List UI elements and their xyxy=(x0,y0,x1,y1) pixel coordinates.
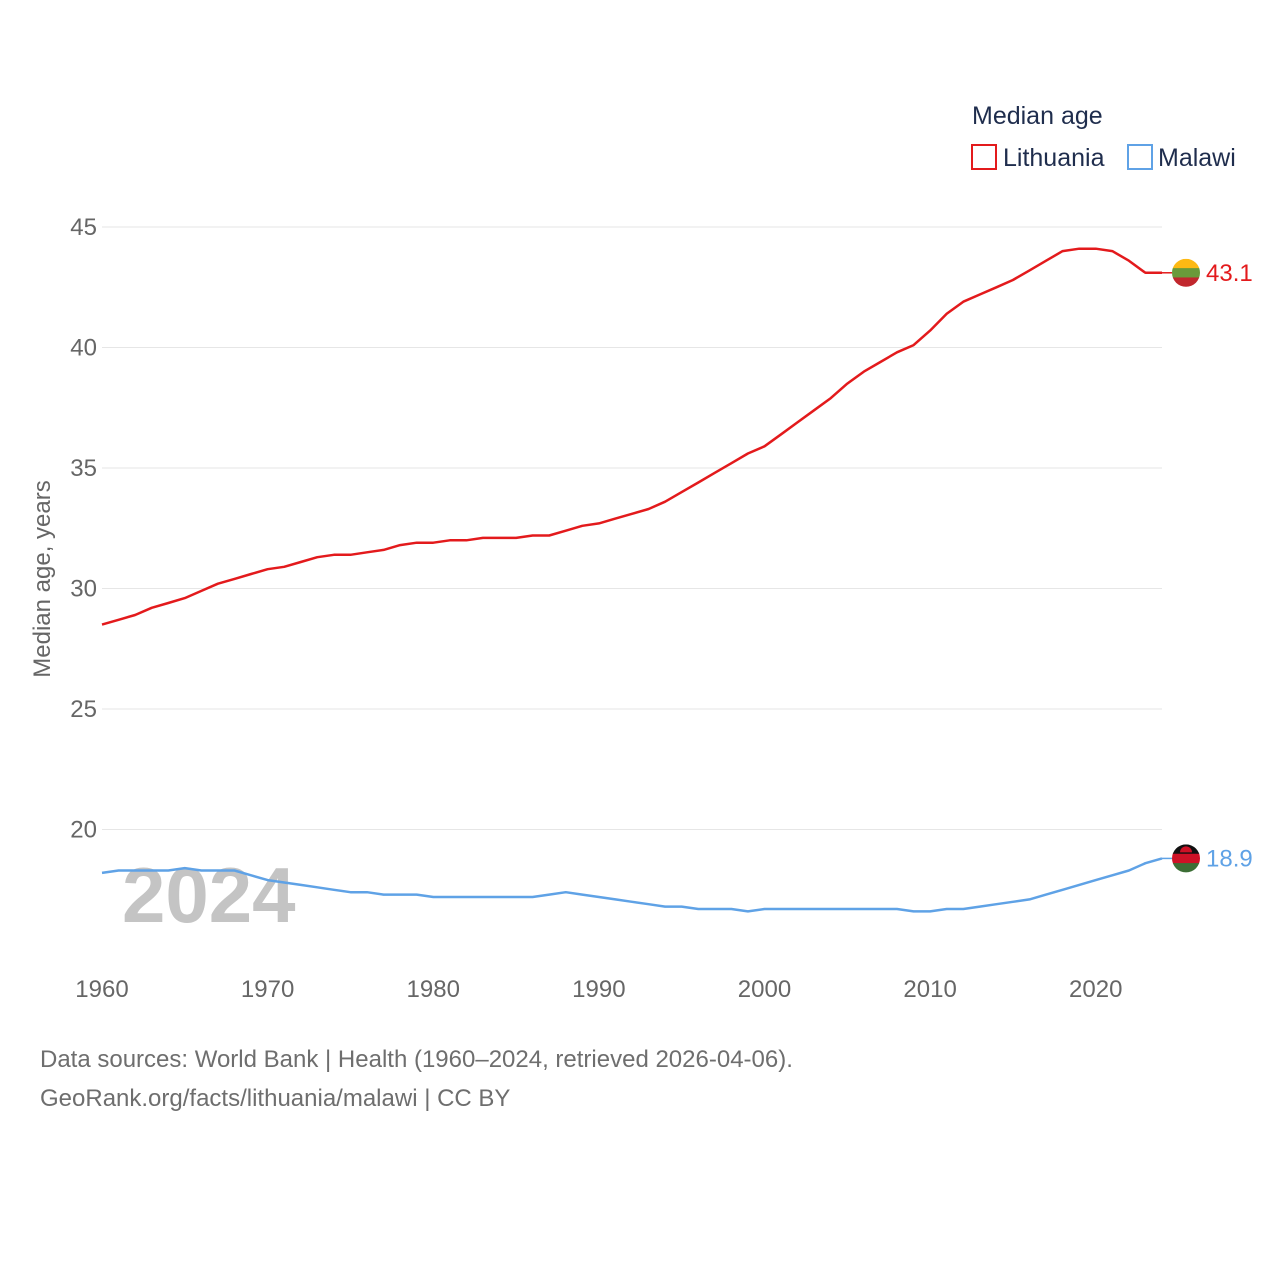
legend: Median age Lithuania Malawi xyxy=(971,102,1236,172)
y-tick-label-35: 35 xyxy=(70,455,97,482)
y-tick-label-20: 20 xyxy=(70,817,97,844)
lithuania-flag-icon xyxy=(1172,258,1200,287)
end-markers: 43.1 18.9 xyxy=(1162,258,1253,873)
end-value-label-lithuania: 43.1 xyxy=(1206,260,1253,287)
flag-sun-malawi xyxy=(1180,846,1192,853)
flag-stripes-malawi xyxy=(1172,844,1200,873)
flag-stripe-lithuania-0 xyxy=(1172,258,1200,269)
legend-item-malawi[interactable]: Malawi xyxy=(1127,144,1236,172)
series-lines xyxy=(101,247,1163,913)
flag-stripes-lithuania xyxy=(1172,258,1200,287)
y-tick-label-45: 45 xyxy=(70,214,97,241)
y-tick-label-30: 30 xyxy=(70,576,97,603)
y-tick-label-25: 25 xyxy=(70,696,97,723)
x-tick-label-2010: 2010 xyxy=(903,976,956,1003)
y-axis: 20 25 30 35 40 45 xyxy=(70,214,97,844)
x-tick-label-2020: 2020 xyxy=(1069,976,1122,1003)
flag-stripe-lithuania-2 xyxy=(1172,277,1200,287)
legend-item-lithuania[interactable]: Lithuania xyxy=(971,144,1105,172)
legend-label-lithuania: Lithuania xyxy=(1003,144,1105,172)
y-axis-label: Median age, years xyxy=(29,480,56,677)
flag-stripe-malawi-1 xyxy=(1172,853,1200,864)
footer-credit[interactable]: GeoRank.org/facts/lithuania/malawi | CC … xyxy=(40,1085,511,1112)
footer-sources: Data sources: World Bank | Health (1960–… xyxy=(40,1046,793,1073)
end-value-label-malawi: 18.9 xyxy=(1206,845,1253,872)
year-watermark: 2024 xyxy=(122,851,296,939)
x-tick-label-1970: 1970 xyxy=(241,976,294,1003)
flag-stripe-lithuania-1 xyxy=(1172,268,1200,278)
gridlines xyxy=(102,226,1162,830)
x-tick-label-1960: 1960 xyxy=(75,976,128,1003)
series-line-malawi xyxy=(101,857,1163,913)
legend-title: Median age xyxy=(972,102,1103,130)
x-tick-label-1990: 1990 xyxy=(572,976,625,1003)
x-tick-label-1980: 1980 xyxy=(407,976,460,1003)
x-axis: 1960 1970 1980 1990 2000 2010 2020 xyxy=(75,976,1122,1003)
flag-stripe-malawi-2 xyxy=(1172,863,1200,873)
x-tick-label-2000: 2000 xyxy=(738,976,791,1003)
legend-swatch-malawi xyxy=(1127,144,1153,170)
malawi-flag-icon xyxy=(1172,844,1200,873)
legend-swatch-lithuania xyxy=(971,144,997,170)
series-line-lithuania xyxy=(101,247,1162,626)
y-tick-label-40: 40 xyxy=(70,335,97,362)
legend-label-malawi: Malawi xyxy=(1158,144,1236,172)
